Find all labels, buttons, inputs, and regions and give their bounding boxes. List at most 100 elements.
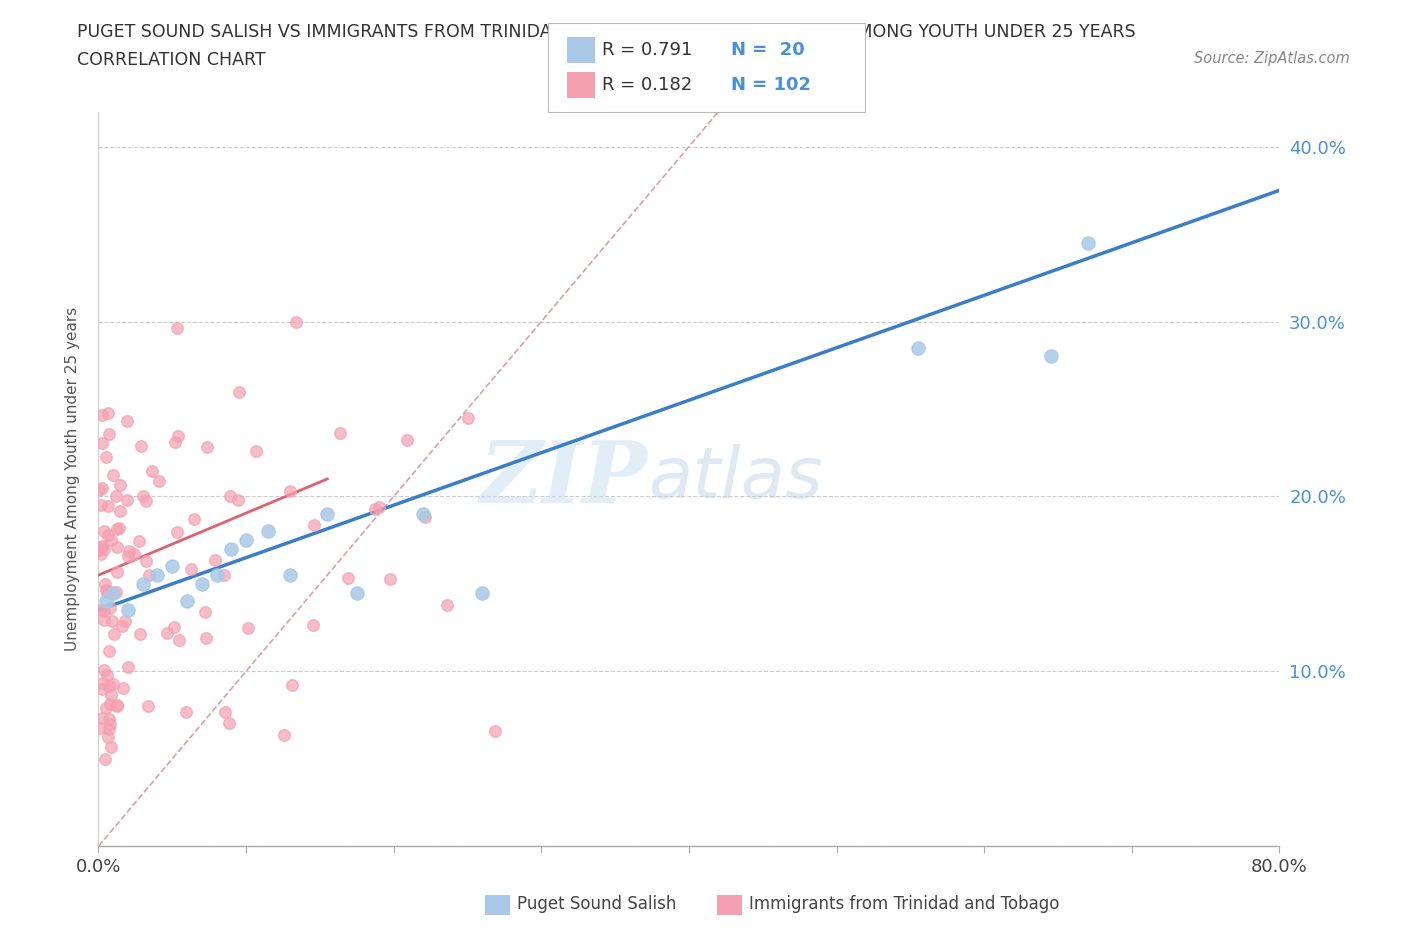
Point <box>1077 235 1099 250</box>
Point <box>204 552 226 567</box>
Point <box>278 484 301 498</box>
Point <box>304 517 326 532</box>
Point <box>93 541 115 556</box>
Point <box>105 698 128 712</box>
Point <box>129 439 152 454</box>
Point <box>364 501 387 516</box>
Point <box>97 729 120 744</box>
Point <box>195 440 218 455</box>
Point <box>98 722 121 737</box>
Text: N =  20: N = 20 <box>731 41 804 60</box>
Text: CORRELATION CHART: CORRELATION CHART <box>77 51 266 69</box>
Point <box>111 680 134 695</box>
Point <box>176 594 198 609</box>
Point <box>97 644 120 658</box>
Point <box>90 538 112 553</box>
Point <box>101 467 124 482</box>
Point <box>122 547 145 562</box>
Point <box>167 429 190 444</box>
Point <box>117 659 139 674</box>
Point <box>90 539 112 554</box>
Point <box>176 704 198 719</box>
Point <box>97 405 120 420</box>
Point <box>214 705 236 720</box>
Point <box>90 435 112 450</box>
Point <box>226 492 249 507</box>
Point <box>302 618 325 632</box>
Point <box>118 543 141 558</box>
Point <box>100 533 122 548</box>
Point <box>238 620 260 635</box>
Point <box>105 539 128 554</box>
Point <box>280 567 302 582</box>
Point <box>115 413 138 428</box>
Point <box>117 549 139 564</box>
Text: R = 0.182: R = 0.182 <box>602 75 692 94</box>
Point <box>457 410 479 425</box>
Point <box>166 525 188 539</box>
Point <box>337 570 360 585</box>
Point <box>257 524 280 538</box>
Text: Puget Sound Salish: Puget Sound Salish <box>517 895 676 913</box>
Point <box>115 493 138 508</box>
Point <box>284 314 307 329</box>
Point <box>89 603 111 618</box>
Point <box>1039 349 1062 364</box>
Text: atlas: atlas <box>648 445 823 513</box>
Point <box>91 675 114 690</box>
Point <box>346 585 368 600</box>
Point <box>91 481 114 496</box>
Point <box>413 510 436 525</box>
Point <box>329 426 352 441</box>
Point <box>163 435 186 450</box>
Point <box>380 572 402 587</box>
Point <box>132 577 155 591</box>
Y-axis label: Unemployment Among Youth under 25 years: Unemployment Among Youth under 25 years <box>65 307 80 651</box>
Point <box>218 715 240 730</box>
Text: N = 102: N = 102 <box>731 75 811 94</box>
Point <box>91 682 114 697</box>
Point <box>135 494 157 509</box>
Point <box>183 512 205 526</box>
Point <box>132 489 155 504</box>
Point <box>110 618 132 633</box>
Point <box>93 604 115 618</box>
Point <box>94 751 117 766</box>
Point <box>96 450 118 465</box>
Point <box>96 584 118 599</box>
Point <box>166 320 188 335</box>
Point <box>103 677 125 692</box>
Point <box>245 444 267 458</box>
Point <box>162 559 183 574</box>
Point <box>90 546 112 561</box>
Point <box>135 553 157 568</box>
Point <box>221 541 243 556</box>
Point <box>117 603 139 618</box>
Point <box>87 482 110 497</box>
Point <box>228 385 250 400</box>
Point <box>98 601 121 616</box>
Text: R = 0.791: R = 0.791 <box>602 41 692 60</box>
Point <box>146 567 169 582</box>
Text: Immigrants from Trinidad and Tobago: Immigrants from Trinidad and Tobago <box>749 895 1060 913</box>
Point <box>129 627 152 642</box>
Point <box>93 662 115 677</box>
Point <box>107 565 129 579</box>
Point <box>91 407 114 422</box>
Point <box>100 687 122 702</box>
Point <box>94 700 117 715</box>
Point <box>104 488 127 503</box>
Point <box>191 577 214 591</box>
Point <box>97 426 120 441</box>
Point <box>104 585 127 600</box>
Point <box>195 631 218 645</box>
Point <box>108 503 131 518</box>
Point <box>114 613 136 628</box>
Point <box>484 724 506 738</box>
Point <box>98 697 121 711</box>
Point <box>156 626 179 641</box>
Point <box>136 698 159 713</box>
Text: PUGET SOUND SALISH VS IMMIGRANTS FROM TRINIDAD AND TOBAGO UNEMPLOYMENT AMONG YOU: PUGET SOUND SALISH VS IMMIGRANTS FROM TR… <box>77 23 1136 41</box>
Point <box>907 340 929 355</box>
Point <box>367 499 389 514</box>
